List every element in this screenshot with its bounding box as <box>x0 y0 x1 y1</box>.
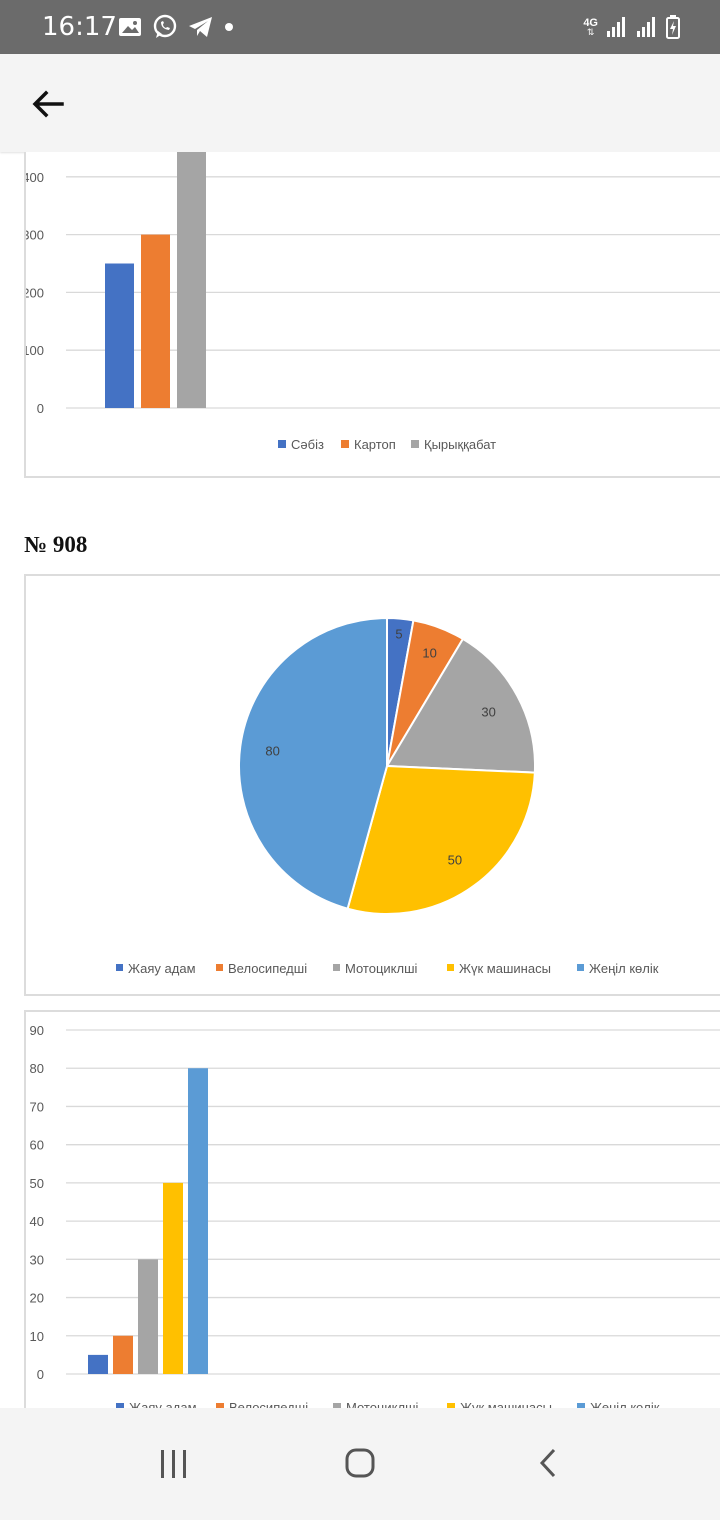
legend-swatch-2 <box>333 1403 341 1408</box>
home-button[interactable] <box>330 1442 390 1486</box>
legend-label-3: Жүк машинасы <box>460 1400 552 1408</box>
system-icons: 4G ⇅ <box>583 12 680 42</box>
app-bar <box>0 54 720 152</box>
bar-жаяу-адам <box>88 1354 108 1374</box>
back-icon <box>539 1448 556 1478</box>
bar-велосипедші <box>113 1335 133 1374</box>
bar-жеңіл-көлік <box>188 1068 208 1374</box>
home-icon <box>345 1448 375 1478</box>
pie-data-label: 10 <box>422 645 436 660</box>
y-tick-label: 40 <box>30 1214 44 1229</box>
y-tick-label: 70 <box>30 1099 44 1114</box>
legend-label-0: Сәбіз <box>291 437 324 452</box>
status-time: 16:17 <box>42 12 117 42</box>
legend-swatch-1 <box>341 440 349 448</box>
whatsapp-icon <box>153 14 177 38</box>
legend-swatch-1 <box>216 964 223 971</box>
legend-swatch-3 <box>447 1403 455 1408</box>
legend-swatch-0 <box>116 1403 124 1408</box>
arrow-left-icon <box>32 90 64 118</box>
network-label: 4G <box>583 16 598 29</box>
y-tick-label: 0 <box>37 1367 44 1382</box>
legend-label-0: Жаяу адам <box>128 961 196 976</box>
legend-label-4: Жеңіл көлік <box>589 961 659 976</box>
bar-қырыққабат <box>177 152 206 408</box>
chart-panel-vehicles-bar: 0 10 20 30 40 50 60 70 80 90 Жаяу адам Велосипедші М… <box>24 1010 720 1408</box>
legend-label-2: Мотоциклші <box>345 961 418 976</box>
battery-charging-icon <box>666 15 680 39</box>
y-tick-label: 400 <box>26 170 44 185</box>
network-type: 4G ⇅ <box>583 16 598 37</box>
y-tick-label: 90 <box>30 1023 44 1038</box>
legend-swatch-2 <box>333 964 340 971</box>
dot-icon <box>225 23 233 31</box>
y-tick-label: 300 <box>26 228 44 243</box>
nav-back-button[interactable] <box>518 1442 578 1486</box>
pie-data-label: 5 <box>395 626 402 641</box>
y-tick-label: 60 <box>30 1138 44 1153</box>
legend-swatch-4 <box>577 1403 585 1408</box>
pie-chart-vehicles: 5 10 30 50 80 Жаяу адам Велосипедші Мотоциклші Ж… <box>116 616 659 976</box>
y-tick-label: 10 <box>30 1329 44 1344</box>
legend-swatch-0 <box>278 440 286 448</box>
bar-chart-vegetables: 0 100 200 300 400 Сәбіз Картоп Қырыққабат <box>22 152 720 452</box>
bar-сәбіз <box>105 263 134 408</box>
pie-data-label: 80 <box>265 744 279 759</box>
bar-жүк-машинасы <box>163 1182 183 1374</box>
legend-swatch-3 <box>447 964 454 971</box>
status-bar: 16:17 4G ⇅ <box>0 0 720 54</box>
legend-label-1: Велосипедші <box>229 1400 308 1408</box>
legend-label-3: Жүк машинасы <box>459 961 551 976</box>
chart-panel-pie: 5 10 30 50 80 Жаяу адам Велосипедші Мотоциклші Ж… <box>24 574 720 996</box>
chart-panel-vegetables: 0 100 200 300 400 Сәбіз Картоп Қырыққабат <box>22 152 720 478</box>
system-nav-bar <box>0 1408 720 1520</box>
pie-data-label: 50 <box>448 852 462 867</box>
y-tick-label: 100 <box>26 343 44 358</box>
legend-swatch-0 <box>116 964 123 971</box>
legend-label-2: Мотоциклші <box>346 1400 419 1408</box>
y-tick-label: 50 <box>30 1176 44 1191</box>
signal-icon <box>637 17 655 37</box>
legend-swatch-2 <box>411 440 419 448</box>
y-tick-label: 20 <box>30 1291 44 1306</box>
legend-swatch-1 <box>216 1403 224 1408</box>
notification-icons <box>118 12 234 42</box>
recent-apps-icon <box>161 1450 186 1478</box>
legend-label-1: Велосипедші <box>228 961 307 976</box>
data-arrows-icon: ⇅ <box>586 26 595 37</box>
image-icon <box>119 18 141 36</box>
legend-label-1: Картоп <box>354 437 396 452</box>
y-tick-label: 80 <box>30 1061 44 1076</box>
telegram-icon <box>189 17 212 37</box>
recent-apps-button[interactable] <box>144 1442 204 1486</box>
bar-мотоциклші <box>138 1259 158 1374</box>
pie-data-label: 30 <box>481 704 495 719</box>
legend-label-4: Жеңіл көлік <box>590 1400 660 1408</box>
legend-swatch-4 <box>577 964 584 971</box>
back-button[interactable] <box>26 82 70 126</box>
y-tick-label: 0 <box>37 401 44 416</box>
bar-картоп <box>141 234 170 408</box>
pie-slice-жеңіл-көлік <box>237 616 388 910</box>
legend-label-2: Қырыққабат <box>424 437 496 452</box>
legend-label-0: Жаяу адам <box>129 1400 197 1408</box>
signal-icon <box>607 17 625 37</box>
pie-slice-жүк-машинасы <box>346 764 536 915</box>
pie-slice-мотоциклші <box>385 637 536 774</box>
content-area[interactable]: 0100200300400СәбізКартопҚырыққабат № 908… <box>0 152 720 1408</box>
y-tick-label: 30 <box>30 1252 44 1267</box>
section-heading: № 908 <box>24 532 88 557</box>
bar-chart-vehicles: 0 10 20 30 40 50 60 70 80 90 Жаяу адам Велосипедші М… <box>30 1023 720 1408</box>
y-tick-label: 200 <box>26 285 44 300</box>
